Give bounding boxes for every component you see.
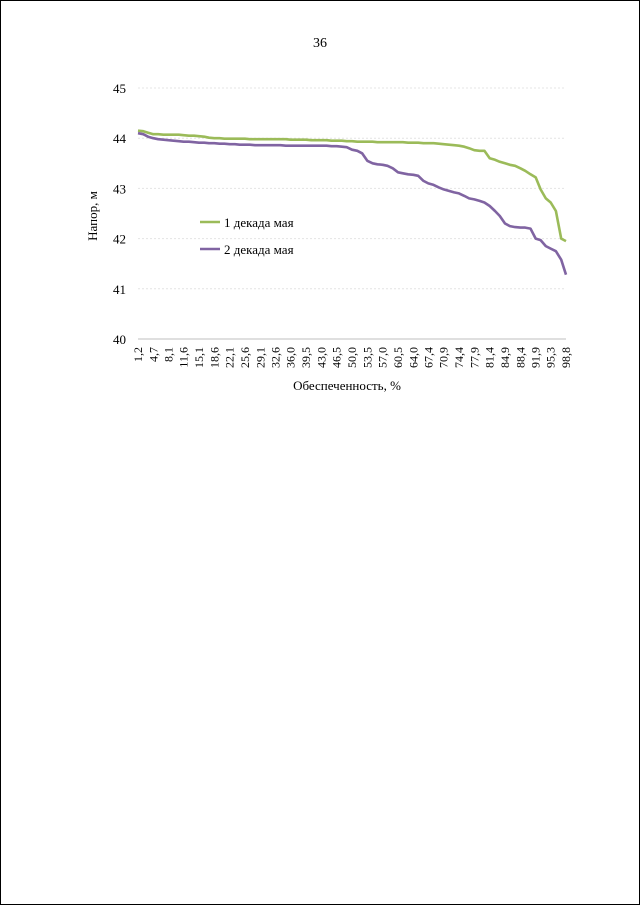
legend-label: 2 декада мая xyxy=(224,242,294,257)
x-tick-label: 43,0 xyxy=(314,347,328,368)
x-tick-label: 98,8 xyxy=(559,347,573,368)
series-line-1 xyxy=(137,129,567,243)
x-tick-label: 29,1 xyxy=(253,347,267,368)
x-tick-label: 91,9 xyxy=(529,347,543,368)
x-tick-label: 32,6 xyxy=(269,347,283,368)
x-tick-label: 25,6 xyxy=(238,347,252,368)
x-tick-label: 95,3 xyxy=(544,347,558,368)
x-tick-label: 11,6 xyxy=(177,347,191,368)
page-number: 36 xyxy=(313,36,327,51)
series-line-2 xyxy=(137,131,568,276)
x-tick-label: 74,4 xyxy=(452,347,466,368)
series-lines xyxy=(137,129,568,276)
x-tick-label: 15,1 xyxy=(192,347,206,368)
y-tick-label: 42 xyxy=(113,232,126,247)
x-tick-label: 60,5 xyxy=(391,347,405,368)
x-tick-label: 50,0 xyxy=(345,347,359,368)
x-tick-label: 8,1 xyxy=(161,347,175,362)
y-axis-label: Напор, м xyxy=(85,191,100,241)
legend-label: 1 декада мая xyxy=(224,215,294,230)
x-axis-label: Обеспеченность, % xyxy=(293,378,401,393)
x-tick-label: 1,2 xyxy=(131,347,145,362)
x-axis-ticks: 1,2 4,7 8,1 11,6 15,1 18,6 22,1 25,6 29,1 32,6 36,… xyxy=(131,347,573,368)
x-tick-label: 88,4 xyxy=(513,347,527,368)
x-tick-label: 36,0 xyxy=(284,347,298,368)
y-tick-label: 43 xyxy=(113,181,126,196)
x-tick-label: 57,0 xyxy=(376,347,390,368)
x-tick-label: 77,9 xyxy=(467,347,481,368)
x-tick-label: 84,9 xyxy=(498,347,512,368)
x-tick-label: 53,5 xyxy=(360,347,374,368)
x-tick-label: 67,4 xyxy=(421,347,435,368)
y-tick-label: 45 xyxy=(113,81,126,96)
y-axis-ticks: 40 41 42 43 44 45 xyxy=(113,81,127,347)
x-tick-label: 4,7 xyxy=(146,347,160,362)
chart-legend: 1 декада мая 2 декада мая xyxy=(200,215,294,257)
x-tick-label: 64,0 xyxy=(406,347,420,368)
y-tick-label: 41 xyxy=(113,282,126,297)
x-tick-label: 46,5 xyxy=(330,347,344,368)
y-tick-label: 40 xyxy=(113,332,126,347)
chart-grid xyxy=(138,87,566,340)
y-tick-label: 44 xyxy=(113,131,127,146)
x-tick-label: 18,6 xyxy=(207,347,221,368)
x-tick-label: 81,4 xyxy=(483,347,497,368)
x-tick-label: 39,5 xyxy=(299,347,313,368)
x-tick-label: 70,9 xyxy=(437,347,451,368)
x-tick-label: 22,1 xyxy=(223,347,237,368)
